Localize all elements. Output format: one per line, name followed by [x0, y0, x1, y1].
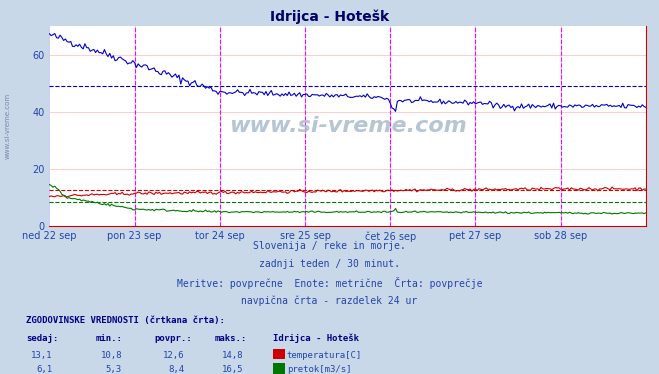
Text: 12,6: 12,6	[163, 351, 185, 360]
Text: ZGODOVINSKE VREDNOSTI (črtkana črta):: ZGODOVINSKE VREDNOSTI (črtkana črta):	[26, 316, 225, 325]
Text: sedaj:: sedaj:	[26, 334, 59, 343]
Text: pretok[m3/s]: pretok[m3/s]	[287, 365, 351, 374]
Text: zadnji teden / 30 minut.: zadnji teden / 30 minut.	[259, 259, 400, 269]
Text: min.:: min.:	[96, 334, 123, 343]
Text: Idrijca - Hotešk: Idrijca - Hotešk	[273, 334, 360, 343]
Text: www.si-vreme.com: www.si-vreme.com	[5, 93, 11, 159]
Text: 16,5: 16,5	[222, 365, 244, 374]
Text: maks.:: maks.:	[214, 334, 246, 343]
Text: 8,4: 8,4	[169, 365, 185, 374]
Text: 5,3: 5,3	[106, 365, 122, 374]
Text: 13,1: 13,1	[31, 351, 53, 360]
Text: povpr.:: povpr.:	[155, 334, 192, 343]
Text: 6,1: 6,1	[37, 365, 53, 374]
Text: Meritve: povprečne  Enote: metrične  Črta: povprečje: Meritve: povprečne Enote: metrične Črta:…	[177, 277, 482, 289]
Text: navpična črta - razdelek 24 ur: navpična črta - razdelek 24 ur	[241, 295, 418, 306]
Text: Idrijca - Hotešk: Idrijca - Hotešk	[270, 9, 389, 24]
Text: 14,8: 14,8	[222, 351, 244, 360]
Text: Slovenija / reke in morje.: Slovenija / reke in morje.	[253, 241, 406, 251]
Text: www.si-vreme.com: www.si-vreme.com	[229, 116, 467, 136]
Text: 10,8: 10,8	[100, 351, 122, 360]
Text: temperatura[C]: temperatura[C]	[287, 351, 362, 360]
